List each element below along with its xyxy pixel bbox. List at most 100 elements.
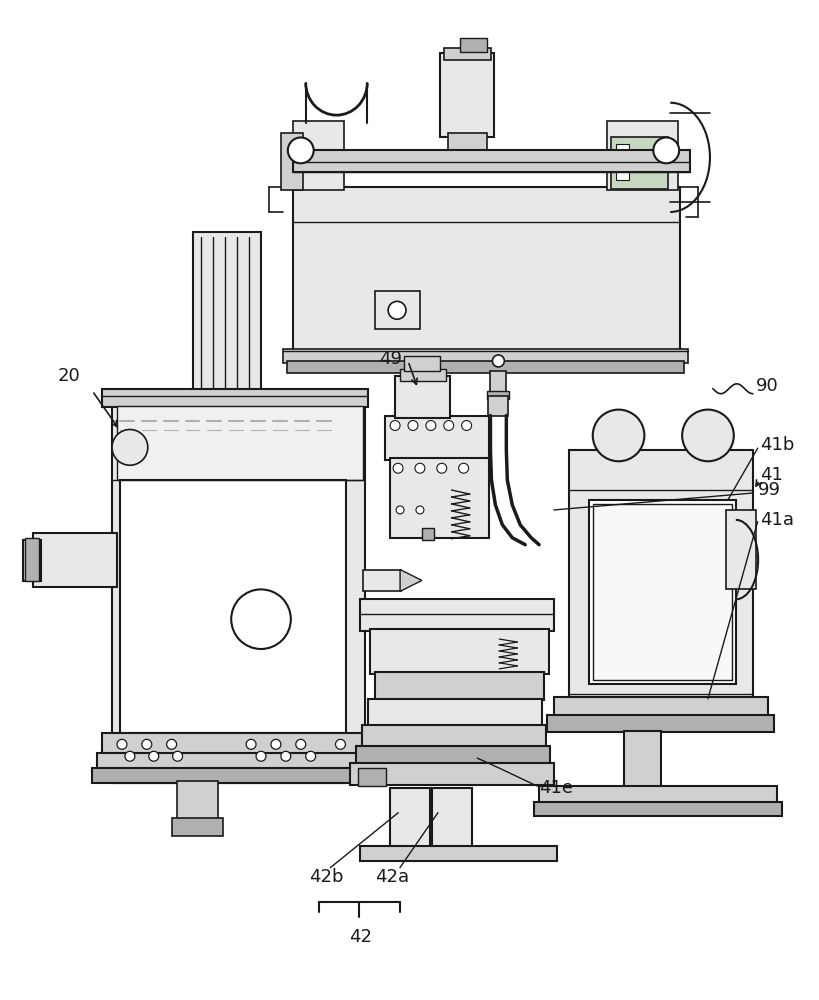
Circle shape — [459, 463, 468, 473]
Bar — [287, 361, 684, 373]
Bar — [117, 406, 364, 480]
Circle shape — [296, 739, 305, 749]
Bar — [369, 699, 542, 726]
Bar — [364, 570, 401, 591]
Circle shape — [125, 751, 135, 761]
Circle shape — [231, 589, 291, 649]
Bar — [281, 133, 303, 190]
Circle shape — [142, 739, 152, 749]
Circle shape — [408, 421, 418, 430]
Bar — [360, 599, 554, 631]
Bar — [375, 672, 544, 700]
Circle shape — [271, 739, 281, 749]
Circle shape — [462, 421, 472, 430]
Circle shape — [117, 739, 127, 749]
Circle shape — [305, 751, 315, 761]
Circle shape — [247, 739, 256, 749]
Bar — [616, 144, 630, 160]
Text: 20: 20 — [57, 367, 80, 385]
Bar — [293, 187, 680, 351]
Circle shape — [281, 751, 291, 761]
Bar — [102, 733, 369, 755]
Circle shape — [388, 301, 406, 319]
Bar — [726, 510, 756, 589]
Circle shape — [492, 355, 505, 367]
Bar — [593, 504, 732, 680]
Text: 42b: 42b — [310, 868, 344, 886]
Bar — [395, 376, 450, 418]
Text: 42a: 42a — [375, 868, 410, 886]
Bar — [390, 458, 490, 538]
Bar — [616, 164, 630, 180]
Bar — [33, 533, 117, 587]
Bar — [102, 389, 369, 407]
Circle shape — [256, 751, 266, 761]
Polygon shape — [400, 570, 422, 591]
Circle shape — [444, 421, 454, 430]
Circle shape — [336, 739, 346, 749]
Bar — [422, 528, 434, 540]
Bar — [385, 416, 490, 460]
Circle shape — [173, 751, 183, 761]
Bar — [359, 768, 387, 786]
Bar — [432, 788, 472, 848]
Bar — [362, 725, 546, 747]
Circle shape — [593, 410, 645, 461]
Bar — [112, 396, 365, 783]
Bar — [539, 786, 777, 804]
Bar — [488, 396, 509, 416]
Circle shape — [390, 421, 400, 430]
Bar — [370, 629, 549, 674]
Bar — [611, 137, 668, 189]
Circle shape — [287, 137, 314, 163]
Bar — [120, 480, 346, 733]
Circle shape — [112, 429, 147, 465]
Bar — [569, 450, 753, 699]
Bar — [491, 371, 506, 393]
Bar — [448, 133, 487, 150]
Circle shape — [654, 137, 679, 163]
Circle shape — [149, 751, 159, 761]
Bar — [23, 540, 40, 581]
Bar — [607, 121, 678, 190]
Bar — [93, 768, 378, 783]
Bar — [193, 232, 261, 399]
Bar — [459, 38, 487, 52]
Circle shape — [393, 463, 403, 473]
Circle shape — [426, 421, 436, 430]
Bar — [400, 369, 446, 381]
Bar — [440, 53, 495, 137]
Text: 41b: 41b — [759, 436, 794, 454]
Bar — [547, 715, 773, 732]
Bar — [177, 781, 219, 821]
Bar — [487, 391, 509, 399]
Text: 41: 41 — [759, 466, 782, 484]
Text: 42: 42 — [349, 928, 372, 946]
Bar — [623, 731, 661, 789]
Bar — [283, 349, 688, 363]
Text: 49: 49 — [379, 350, 402, 368]
Circle shape — [396, 506, 404, 514]
Circle shape — [166, 739, 177, 749]
Text: 41e: 41e — [539, 779, 573, 797]
Bar — [390, 788, 430, 848]
Bar — [293, 121, 345, 190]
Bar — [25, 538, 38, 581]
Text: 90: 90 — [756, 377, 778, 395]
Bar — [404, 356, 440, 371]
Circle shape — [415, 463, 425, 473]
Bar — [360, 846, 557, 861]
Bar — [589, 500, 735, 684]
Bar — [554, 697, 767, 717]
Bar — [356, 746, 550, 764]
Bar — [534, 802, 782, 816]
Bar — [97, 753, 373, 771]
Text: 41a: 41a — [759, 511, 794, 529]
Bar — [172, 818, 224, 836]
Bar — [375, 291, 420, 329]
Bar — [351, 763, 554, 785]
Circle shape — [437, 463, 446, 473]
Text: 99: 99 — [758, 481, 781, 499]
Bar — [444, 48, 491, 60]
Circle shape — [416, 506, 424, 514]
